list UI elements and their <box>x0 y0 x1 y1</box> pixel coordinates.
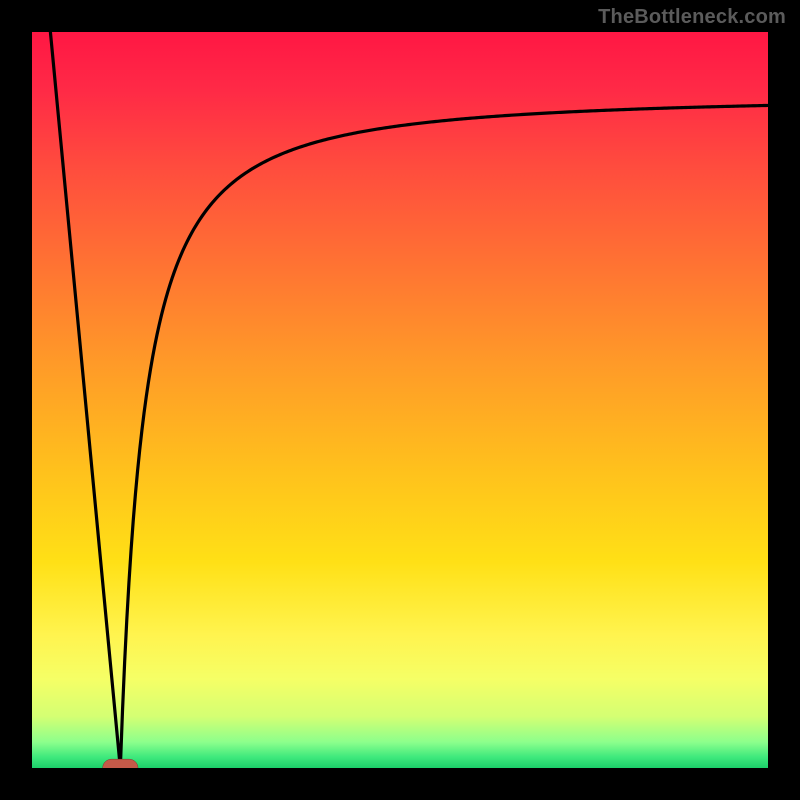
curve-layer <box>32 32 768 768</box>
chart-frame: TheBottleneck.com <box>0 0 800 800</box>
plot-area <box>32 32 768 768</box>
minimum-marker <box>103 759 138 768</box>
bottleneck-curve <box>50 32 768 768</box>
watermark-text: TheBottleneck.com <box>598 6 786 29</box>
